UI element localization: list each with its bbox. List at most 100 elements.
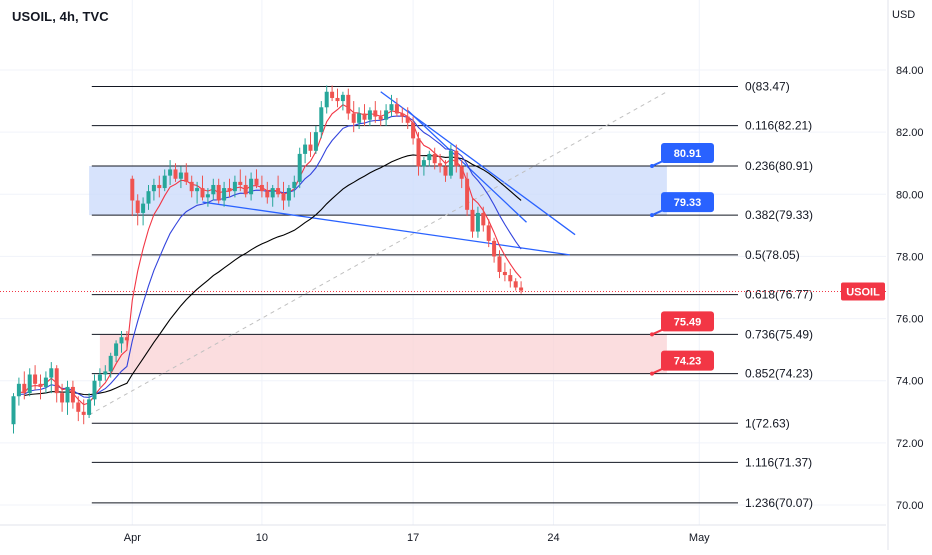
candle-body [238,181,243,185]
price-callout-stem [651,367,664,375]
price-tick-label: 80.00 [896,189,924,201]
candle-body [411,122,416,139]
candle-body [27,374,32,394]
price-callout-stem [651,209,664,217]
candle-body [400,113,405,117]
candle-body [22,383,27,394]
candle-body [38,383,43,387]
candle-body [211,184,216,195]
candle-body [313,132,318,151]
time-tick-label: May [689,532,710,544]
candle-body [330,91,335,98]
candle-body [87,399,92,415]
channel-lower-line [407,109,527,223]
price-callout-box [661,350,714,371]
candle-body [178,172,183,179]
candle-body [216,184,221,201]
candle-body [508,275,513,282]
price-axis[interactable]: 70.00 72.00 74.00 76.00 78.00 80.00 82.00 84.00 [896,65,924,512]
candle-body [124,337,129,341]
price-callout-anchor [650,332,654,337]
price-tick-label: 70.00 [896,500,924,512]
fib-label: 1.236(70.07) [745,496,813,510]
fib-levels-layer: 0(83.47) 0.116(82.21) 0.236(80.91) 0.382(79… [91,79,813,510]
candle-body [33,374,38,384]
candle-body [470,209,475,232]
candle-body [184,172,189,182]
fib-label: 0.116(82.21) [745,119,812,133]
candle-body [162,175,167,189]
price-tick-label: 74.00 [896,376,924,388]
candle-body [108,355,113,372]
candle-body [259,184,264,192]
candle-body [70,386,75,403]
candle-body [286,188,291,201]
candle-body [303,144,308,154]
candle-body [135,200,140,213]
candle-body [292,181,297,189]
candle-body [389,104,394,111]
price-tick-label: 76.00 [896,314,924,326]
last-price-tag [841,282,885,301]
candle-body [475,212,480,232]
candle-body [335,97,340,102]
candle-body [438,163,443,167]
price-callout-box [661,192,714,213]
time-tick-label: Apr [124,532,141,544]
price-callout-text: 79.33 [674,197,702,209]
candle-body [319,107,324,133]
candle-body [195,188,200,192]
candle-body [443,166,448,176]
candle-body [222,188,227,201]
dashed-trend-line [88,91,668,416]
candle-body [481,212,486,226]
ma-mid-line [18,115,522,398]
candle-body [357,113,362,123]
candle-body [141,203,146,213]
candle-body [97,374,102,381]
price-callout-stem [651,328,664,336]
candle-body [119,337,124,344]
candle-body [346,94,351,114]
symbol-title[interactable]: USOIL, 4h, TVC [12,9,109,24]
time-tick-label: 17 [407,532,419,544]
candle-body [249,178,254,195]
price-callout-box [661,311,714,332]
price-tick-label: 78.00 [896,251,924,263]
candle-body [168,169,173,176]
price-callout-box [661,143,714,164]
candle-body [276,188,281,195]
price-callout-text: 74.23 [674,356,702,368]
candle-body [130,178,135,201]
candle-body [427,153,432,161]
price-tick-label: 72.00 [896,438,924,450]
candle-body [227,188,232,192]
fib-label: 1.116(71.37) [745,455,812,469]
candle-body [465,178,470,210]
candle-body [351,113,356,123]
candles-layer [11,85,524,434]
candle-body [492,240,497,257]
candle-body [243,184,248,195]
candle-body [405,116,410,123]
candle-body [340,94,345,102]
candle-body [65,386,70,403]
fib-label: 0.618(76.77) [745,288,813,302]
candle-body [92,380,97,400]
candle-body [265,191,270,198]
candle-body [146,191,151,204]
price-tick-label: 82.00 [896,127,924,139]
candle-body [513,281,518,288]
candle-body [324,91,329,108]
price-callout-text: 80.91 [674,148,702,160]
candle-body [43,377,48,387]
price-callout-stem [651,160,664,167]
price-labels-layer: USOIL 80.91 79.33 75.49 74.23 [0,143,886,376]
candle-body [200,188,205,198]
time-axis[interactable]: Apr 10 17 24 May [124,532,710,544]
candle-body [11,396,16,425]
candle-body [205,194,210,198]
price-callout-anchor [650,371,654,376]
